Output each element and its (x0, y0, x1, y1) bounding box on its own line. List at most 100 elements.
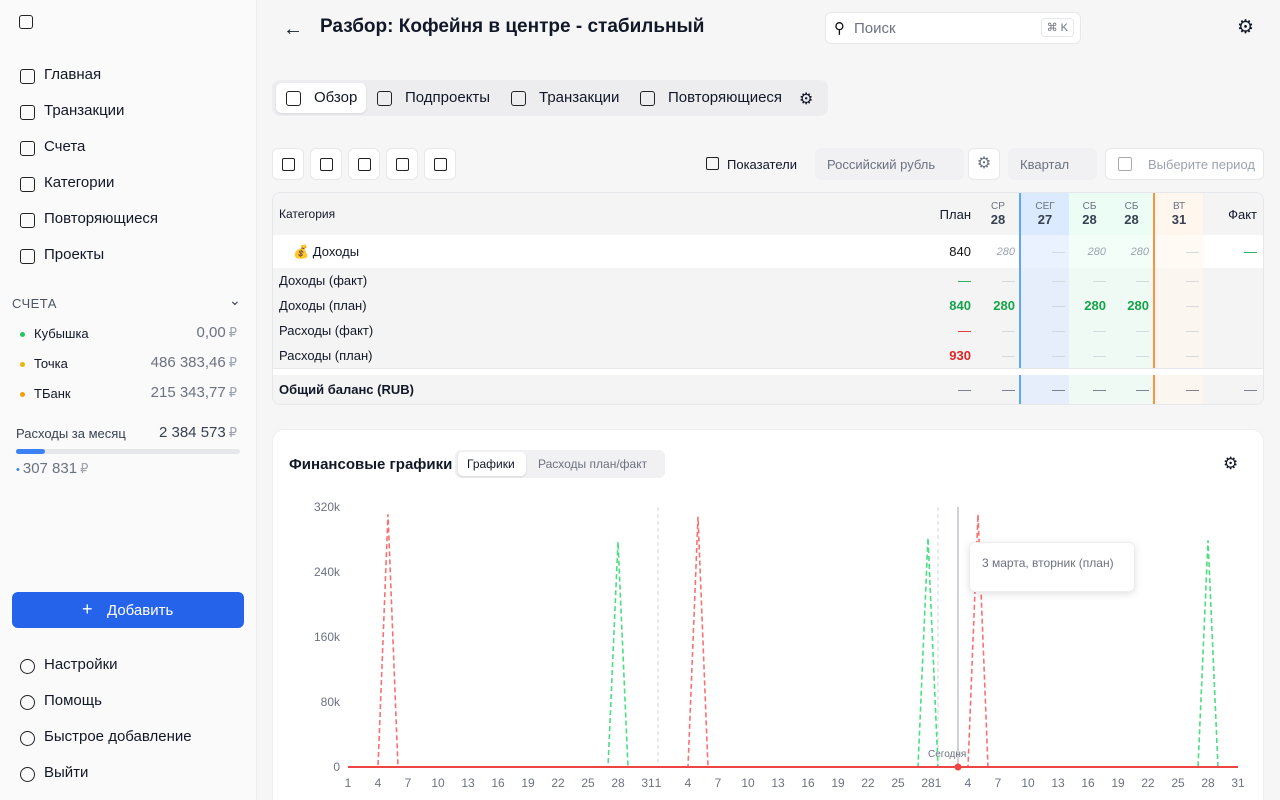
tab-icon (640, 91, 655, 106)
sidebar-toggle[interactable] (19, 15, 33, 29)
tab[interactable]: Обзор (314, 89, 357, 106)
add-button[interactable]: +Добавить (12, 592, 244, 628)
nav-item[interactable]: Главная (44, 66, 101, 83)
tooltip: 3 марта, вторник (план) (969, 542, 1135, 592)
x-tick-label: 19 (831, 776, 845, 790)
toolbar-icon-button[interactable] (424, 148, 456, 180)
nav-item[interactable]: Транзакции (44, 102, 124, 119)
date-picker[interactable]: Выберите период (1105, 148, 1264, 180)
back-button[interactable]: ← (283, 18, 303, 41)
currency-settings[interactable]: ⚙ (968, 148, 1000, 180)
tab-icon (286, 91, 301, 106)
footer-item[interactable]: Быстрое добавление (44, 728, 192, 745)
table-row: Доходы (план)840280—280280— (273, 293, 1263, 319)
table-cell: 280 (1110, 235, 1153, 268)
table-cell: 280 (1110, 293, 1153, 318)
today-dot (955, 764, 962, 771)
toolbar-icon (434, 158, 447, 171)
table-cell: 280 (977, 293, 1019, 318)
nav-item[interactable]: Счета (44, 138, 85, 155)
footer-item[interactable]: Выйти (44, 764, 88, 781)
table-row: Общий баланс (RUB)——————— (273, 375, 1263, 405)
x-tick-label: 19 (521, 776, 535, 790)
table-cell: — (977, 318, 1019, 343)
accounts-chevron[interactable]: ⌄ (229, 292, 241, 309)
account-currency: ₽ (229, 325, 237, 340)
table-cell: — (977, 268, 1019, 293)
x-tick-label: 31 (1231, 776, 1245, 790)
nav-item[interactable]: Категории (44, 174, 114, 191)
table-cell: — (1019, 235, 1069, 268)
settings-button[interactable]: ⚙ (1237, 16, 1254, 39)
monthly-sub-dot: • (16, 464, 20, 476)
x-tick-label: 1 (655, 776, 662, 790)
search-box[interactable]: ⚲ Поиск ⌘ K (825, 12, 1081, 44)
currency-select[interactable]: Российский рубль (815, 148, 964, 180)
x-tick-label: 22 (861, 776, 875, 790)
account-name[interactable]: Кубышка (34, 326, 89, 341)
monthly-amount: 2 384 573 (159, 424, 226, 441)
table-row: Расходы (план)930————— (273, 343, 1263, 369)
x-tick-label: 13 (1051, 776, 1065, 790)
x-tick-label: 22 (1141, 776, 1155, 790)
tab[interactable]: Подпроекты (405, 89, 490, 106)
account-name[interactable]: ТБанк (34, 386, 71, 401)
monthly-currency: ₽ (229, 425, 237, 440)
day-number: 27 (1038, 212, 1052, 227)
row-label: Общий баланс (RUB) (273, 375, 917, 404)
nav-icon (20, 249, 35, 264)
footer-item[interactable]: Помощь (44, 692, 102, 709)
x-tick-label: 13 (771, 776, 785, 790)
day-of-week: ВТ (1173, 201, 1185, 212)
account-balance: 0,00₽ (197, 324, 237, 341)
nav-icon (20, 213, 35, 228)
tab[interactable]: Транзакции (539, 89, 619, 106)
table-cell: — (1019, 375, 1069, 404)
today-label: Сегодня (928, 749, 966, 760)
table: КатегорияПланСР28СЕГ27СБ28СБ28ВТ31Факт💰 … (272, 192, 1264, 405)
header-fact: Факт (1203, 193, 1263, 235)
accounts-title: СЧЕТА (12, 296, 57, 311)
table-cell: — (1110, 268, 1153, 293)
x-tick-label: 28 (611, 776, 625, 790)
account-name[interactable]: Точка (34, 356, 68, 371)
toolbar-icon-button[interactable] (386, 148, 418, 180)
table-cell: 280 (1069, 293, 1110, 318)
table-cell: 840 (917, 293, 977, 318)
nav-item[interactable]: Повторяющиеся (44, 210, 158, 227)
nav-item[interactable]: Проекты (44, 246, 104, 263)
header-day: СР28 (977, 193, 1019, 235)
table-cell: — (1069, 375, 1110, 404)
x-tick-label: 13 (461, 776, 475, 790)
account-amount: 0,00 (197, 324, 226, 341)
toolbar-icon-button[interactable] (348, 148, 380, 180)
table-cell: — (1019, 268, 1069, 293)
toolbar-icon-button[interactable] (272, 148, 304, 180)
day-number: 28 (991, 212, 1005, 227)
x-tick-label: 10 (741, 776, 755, 790)
monthly-label: Расходы за месяц (16, 426, 126, 441)
period-select[interactable]: Квартал (1008, 148, 1097, 180)
table-cell: — (1019, 318, 1069, 343)
footer-icon (20, 695, 35, 710)
tab[interactable]: Повторяющиеся (668, 89, 782, 106)
indicators-button[interactable]: Показатели (727, 157, 797, 172)
table-cell: 840 (917, 235, 977, 268)
x-tick-label: 22 (551, 776, 565, 790)
toolbar-icon (396, 158, 409, 171)
x-tick-label: 1 (935, 776, 942, 790)
x-tick-label: 10 (1021, 776, 1035, 790)
header-day: ВТ31 (1153, 193, 1203, 235)
x-tick-label: 7 (995, 776, 1002, 790)
x-tick-label: 7 (715, 776, 722, 790)
tab-settings[interactable]: ⚙ (799, 89, 813, 109)
toolbar-icon-button[interactable] (310, 148, 342, 180)
add-label: Добавить (107, 602, 173, 619)
x-tick-label: 16 (1081, 776, 1095, 790)
nav-icon (20, 69, 35, 84)
footer-item[interactable]: Настройки (44, 656, 118, 673)
header-day: СЕГ27 (1019, 193, 1069, 235)
account-dot (20, 332, 25, 337)
account-currency: ₽ (229, 355, 237, 370)
table-cell: — (917, 318, 977, 343)
